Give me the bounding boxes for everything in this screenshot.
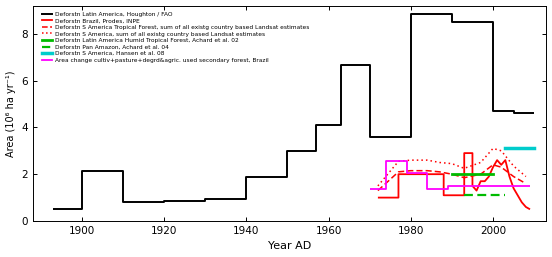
Y-axis label: Area (10⁶ ha yr⁻¹): Area (10⁶ ha yr⁻¹)	[6, 70, 15, 157]
Legend: Deforstn Latin America, Houghton / FAO, Deforstn Brazil, Prodes, INPE, Deforstn : Deforstn Latin America, Houghton / FAO, …	[41, 11, 310, 64]
X-axis label: Year AD: Year AD	[268, 241, 311, 251]
